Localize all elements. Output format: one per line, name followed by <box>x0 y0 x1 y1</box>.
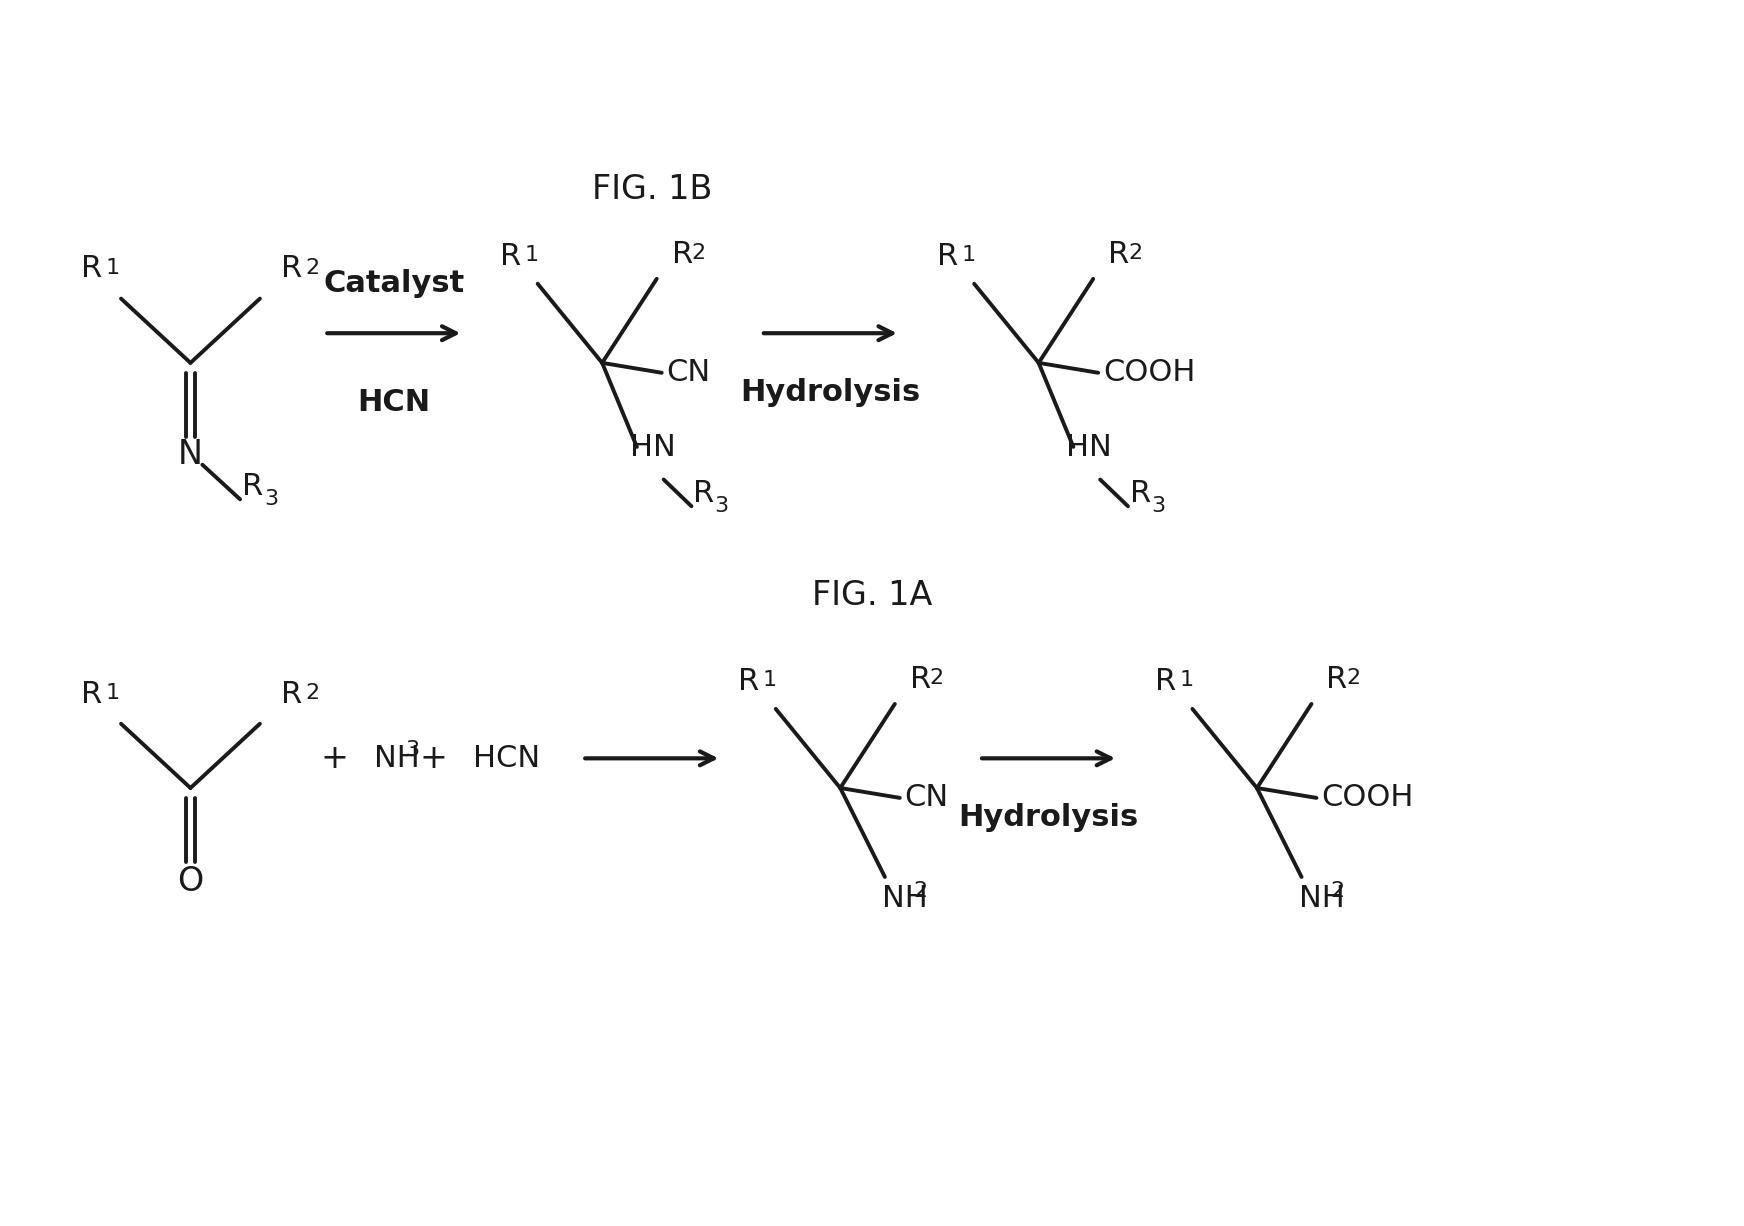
Text: 1: 1 <box>105 257 119 278</box>
Text: CN: CN <box>666 358 712 387</box>
Text: R: R <box>281 255 302 283</box>
Text: R: R <box>1130 479 1151 509</box>
Text: HN: HN <box>630 433 675 462</box>
Text: R: R <box>501 242 521 271</box>
Text: 3: 3 <box>263 489 277 509</box>
Text: 1: 1 <box>525 245 539 265</box>
Text: N: N <box>178 439 202 471</box>
Text: R: R <box>937 242 957 271</box>
Text: CN: CN <box>905 783 949 813</box>
Text: 1: 1 <box>961 245 975 265</box>
Text: +: + <box>420 742 448 775</box>
Text: NH: NH <box>373 744 420 772</box>
Text: 2: 2 <box>305 683 319 702</box>
Text: R: R <box>281 679 302 709</box>
Text: R: R <box>738 667 760 695</box>
Text: 1: 1 <box>1179 671 1193 690</box>
Text: R: R <box>1155 667 1175 695</box>
Text: 2: 2 <box>691 243 706 264</box>
Text: 2: 2 <box>1128 243 1142 264</box>
Text: COOH: COOH <box>1322 783 1414 813</box>
Text: 3: 3 <box>406 741 420 760</box>
Text: HN: HN <box>1066 433 1113 462</box>
Text: COOH: COOH <box>1104 358 1196 387</box>
Text: R: R <box>80 255 101 283</box>
Text: HCN: HCN <box>473 744 541 772</box>
Text: FIG. 1B: FIG. 1B <box>591 173 712 206</box>
Text: 2: 2 <box>1331 880 1345 901</box>
Text: R: R <box>80 679 101 709</box>
Text: R: R <box>242 472 263 501</box>
Text: 2: 2 <box>914 880 928 901</box>
Text: R: R <box>1107 239 1130 268</box>
Text: 3: 3 <box>715 497 729 516</box>
Text: 3: 3 <box>1151 497 1165 516</box>
Text: FIG. 1A: FIG. 1A <box>811 579 933 612</box>
Text: NH: NH <box>1299 884 1345 913</box>
Text: 2: 2 <box>930 668 944 688</box>
Text: Catalyst: Catalyst <box>323 270 464 298</box>
Text: R: R <box>694 479 715 509</box>
Text: Hydrolysis: Hydrolysis <box>959 803 1139 832</box>
Text: Hydrolysis: Hydrolysis <box>739 378 921 407</box>
Text: 2: 2 <box>305 257 319 278</box>
Text: NH: NH <box>882 884 928 913</box>
Text: +: + <box>321 742 349 775</box>
Text: 1: 1 <box>762 671 778 690</box>
Text: O: O <box>178 866 204 899</box>
Text: R: R <box>671 239 692 268</box>
Text: HCN: HCN <box>358 387 431 417</box>
Text: 2: 2 <box>1346 668 1360 688</box>
Text: R: R <box>910 664 931 694</box>
Text: 1: 1 <box>105 683 119 702</box>
Text: R: R <box>1327 664 1348 694</box>
